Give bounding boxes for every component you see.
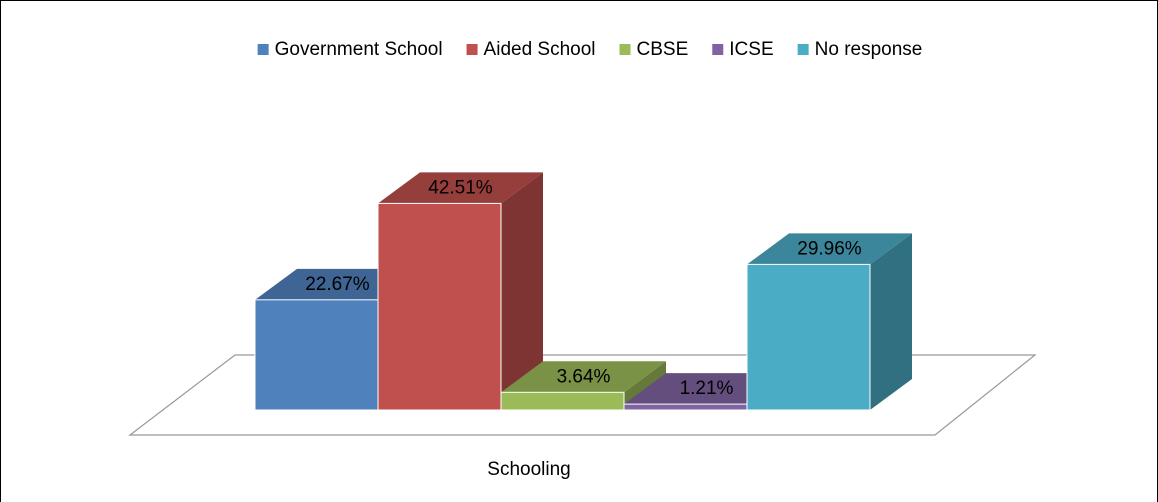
data-label: 42.51% — [428, 177, 493, 198]
data-label: 22.67% — [305, 274, 370, 295]
legend-label: No response — [815, 39, 923, 60]
bar-top — [378, 172, 543, 204]
legend-label: CBSE — [637, 39, 689, 60]
category-label: Schooling — [487, 459, 570, 480]
data-label: 29.96% — [797, 238, 862, 259]
bar-side — [501, 172, 543, 410]
bar — [377, 202, 502, 411]
data-label: 3.64% — [557, 366, 611, 387]
legend-swatch — [466, 44, 478, 55]
legend-swatch — [797, 44, 809, 55]
bar — [746, 263, 871, 411]
bar — [500, 391, 625, 411]
legend-label: ICSE — [729, 39, 773, 60]
legend-label: Aided School — [484, 39, 596, 60]
legend-swatch — [712, 44, 724, 55]
data-label: 1.21% — [680, 378, 734, 399]
legend-label: Government School — [275, 39, 443, 60]
bar-top — [501, 361, 666, 393]
legend-swatch — [257, 44, 269, 55]
bar — [623, 403, 748, 411]
bar-side — [870, 233, 912, 410]
bar-top — [747, 233, 912, 265]
legend-swatch — [619, 44, 631, 55]
bar — [254, 299, 379, 411]
